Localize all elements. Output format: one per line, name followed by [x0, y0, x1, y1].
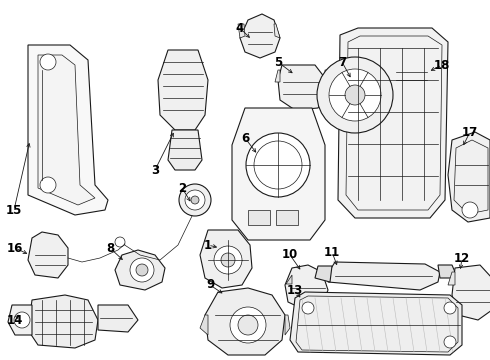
Circle shape — [136, 264, 148, 276]
Circle shape — [444, 302, 456, 314]
Bar — [276, 210, 298, 225]
Polygon shape — [28, 295, 98, 348]
Circle shape — [345, 85, 365, 105]
Text: 17: 17 — [462, 126, 478, 139]
Text: 2: 2 — [178, 181, 186, 194]
Polygon shape — [240, 14, 280, 58]
Polygon shape — [238, 24, 245, 38]
Polygon shape — [285, 265, 328, 310]
Circle shape — [329, 69, 381, 121]
Text: 18: 18 — [434, 59, 450, 72]
Circle shape — [462, 202, 478, 218]
Circle shape — [14, 312, 30, 328]
Polygon shape — [438, 265, 455, 278]
Polygon shape — [28, 45, 108, 215]
Circle shape — [254, 141, 302, 189]
Circle shape — [130, 258, 154, 282]
Circle shape — [221, 253, 235, 267]
Text: 16: 16 — [7, 242, 23, 255]
Circle shape — [230, 307, 266, 343]
Circle shape — [246, 133, 310, 197]
Text: 13: 13 — [287, 284, 303, 297]
Polygon shape — [285, 315, 290, 335]
Polygon shape — [200, 315, 208, 335]
Polygon shape — [452, 265, 490, 320]
Text: 8: 8 — [106, 242, 114, 255]
Polygon shape — [290, 292, 462, 355]
Circle shape — [40, 177, 56, 193]
Polygon shape — [392, 50, 430, 95]
Circle shape — [214, 246, 242, 274]
Polygon shape — [328, 262, 440, 290]
Text: 1: 1 — [204, 239, 212, 252]
Text: 14: 14 — [7, 314, 23, 327]
Circle shape — [444, 336, 456, 348]
Polygon shape — [8, 305, 32, 335]
Circle shape — [185, 190, 205, 210]
Text: 10: 10 — [282, 248, 298, 261]
Text: 3: 3 — [151, 163, 159, 176]
Polygon shape — [286, 275, 292, 284]
Circle shape — [40, 54, 56, 70]
Circle shape — [238, 315, 258, 335]
Text: 12: 12 — [454, 252, 470, 265]
Text: 11: 11 — [324, 246, 340, 258]
Text: 4: 4 — [236, 22, 244, 35]
Polygon shape — [390, 60, 395, 74]
Polygon shape — [200, 230, 252, 288]
Polygon shape — [28, 232, 68, 278]
Polygon shape — [430, 60, 435, 74]
Polygon shape — [338, 28, 448, 218]
Polygon shape — [274, 24, 280, 38]
Circle shape — [191, 196, 199, 204]
Polygon shape — [115, 250, 165, 290]
Bar — [248, 210, 270, 225]
Polygon shape — [38, 55, 95, 205]
Polygon shape — [275, 70, 280, 82]
Polygon shape — [448, 272, 455, 285]
Polygon shape — [448, 132, 490, 222]
Text: 7: 7 — [338, 55, 346, 68]
Circle shape — [115, 237, 125, 247]
Polygon shape — [205, 288, 285, 355]
Text: 5: 5 — [274, 55, 282, 68]
Circle shape — [317, 57, 393, 133]
Text: 9: 9 — [206, 279, 214, 292]
Circle shape — [179, 184, 211, 216]
Polygon shape — [349, 57, 361, 67]
Text: 6: 6 — [241, 131, 249, 144]
Polygon shape — [158, 50, 208, 130]
Polygon shape — [98, 305, 138, 332]
Polygon shape — [168, 130, 202, 170]
Polygon shape — [278, 65, 325, 110]
Polygon shape — [315, 266, 332, 282]
Circle shape — [302, 302, 314, 314]
Text: 15: 15 — [6, 203, 22, 216]
Polygon shape — [232, 108, 325, 240]
Polygon shape — [325, 70, 330, 82]
